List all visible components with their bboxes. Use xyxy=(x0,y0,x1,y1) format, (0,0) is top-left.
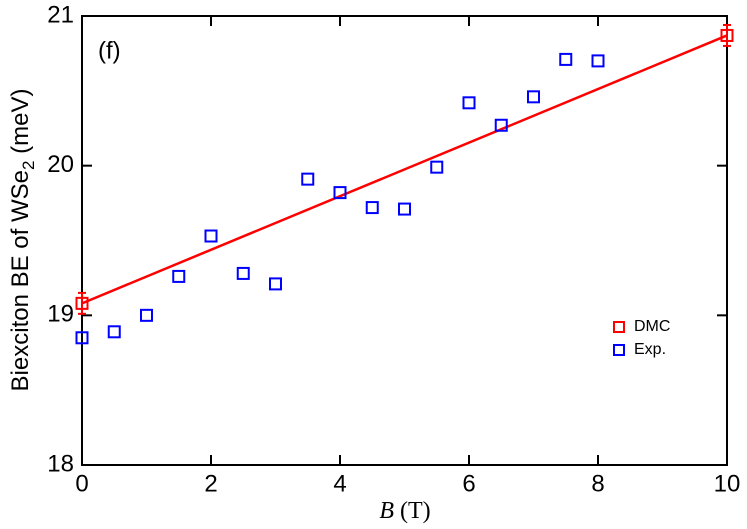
y-axis-label: Biexciton BE of WSe2 (meV) xyxy=(7,89,38,392)
marker xyxy=(301,172,315,186)
marker xyxy=(269,277,282,291)
marker xyxy=(140,308,153,322)
legend-label: DMC xyxy=(634,318,670,335)
marker xyxy=(494,118,508,132)
marker xyxy=(398,202,411,216)
marker xyxy=(527,90,540,104)
marker xyxy=(75,296,89,310)
x-tick-label: 6 xyxy=(462,470,475,497)
x-label-unit: (T) xyxy=(400,498,431,524)
marker xyxy=(591,54,605,68)
marker xyxy=(720,28,734,42)
x-tick-label: 4 xyxy=(333,470,346,497)
marker xyxy=(107,325,121,339)
fit-line xyxy=(81,34,728,305)
marker xyxy=(236,266,250,280)
y-tick-label: 20 xyxy=(47,151,74,178)
y-tick-label: 19 xyxy=(47,301,74,328)
y-label-unit: (meV) xyxy=(7,89,34,161)
marker xyxy=(462,96,476,110)
x-tick-label: 8 xyxy=(591,470,604,497)
marker xyxy=(559,52,573,66)
x-tick-label: 10 xyxy=(714,470,741,497)
marker xyxy=(430,160,444,174)
legend-marker xyxy=(613,321,625,333)
marker xyxy=(333,186,347,200)
x-tick-label: 2 xyxy=(204,470,217,497)
legend-marker xyxy=(613,344,625,356)
marker xyxy=(172,269,186,283)
x-tick-label: 0 xyxy=(75,470,88,497)
y-tick-label: 21 xyxy=(47,1,74,28)
x-label-symbol: B xyxy=(379,498,394,524)
plot-frame xyxy=(81,15,728,466)
x-axis-label: B (T) xyxy=(379,498,430,524)
y-tick-label: 18 xyxy=(47,450,74,477)
legend-label: Exp. xyxy=(634,341,666,358)
annotation: (f) xyxy=(98,37,121,64)
y-label-text: Biexciton BE of WSe xyxy=(7,170,34,391)
marker xyxy=(365,201,379,215)
marker xyxy=(204,229,218,243)
marker xyxy=(75,331,89,345)
y-label-subscript: 2 xyxy=(19,161,38,170)
